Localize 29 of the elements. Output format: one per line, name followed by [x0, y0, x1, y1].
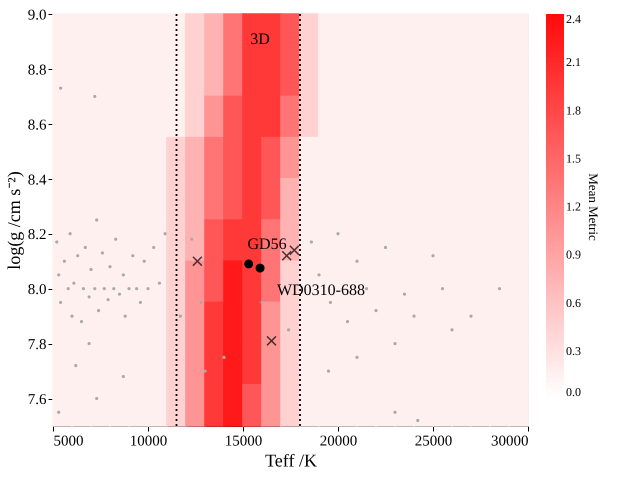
color-bar-title: Mean Metric [586, 173, 601, 241]
color-bar-label: 1.5 [566, 151, 581, 166]
color-bar-label: 1.8 [566, 103, 581, 118]
annotation: 3D [250, 31, 270, 48]
y-tick-label: 7.6 [28, 392, 47, 408]
x-tick-label: 25000 [414, 434, 452, 450]
x-tick-label: 15000 [224, 434, 262, 450]
x-tick-label: 20000 [320, 434, 358, 450]
y-tick-label: 8.4 [28, 172, 47, 188]
x-axis-title: Teff /K [265, 450, 317, 470]
annotation: GD56 [247, 236, 287, 253]
y-tick-label: 7.8 [28, 337, 46, 354]
color-bar-label: 0.3 [566, 344, 581, 358]
x-tick-label: 5000 [54, 434, 84, 450]
x-tick-label: 30000 [491, 434, 528, 450]
y-tick-label: 8.2 [28, 227, 46, 244]
x-tick-label: 10000 [130, 434, 168, 450]
y-tick-label: 8.8 [28, 62, 46, 78]
color-bar-label: 0.6 [566, 296, 581, 310]
y-tick-label: 8.0 [28, 282, 46, 298]
y-axis-title: log(g /cm s⁻²) [4, 171, 24, 270]
color-bar-label: 1.2 [566, 200, 581, 214]
color-bar-label: 0.0 [566, 385, 581, 399]
color-bar-label: 2.4 [566, 12, 581, 26]
y-tick-label: 8.6 [28, 117, 47, 134]
annotation: WD0310-688 [277, 282, 365, 299]
color-bar-label: 0.9 [566, 248, 581, 262]
y-tick-label: 9.0 [28, 8, 46, 24]
color-bar-label: 2.1 [566, 55, 581, 70]
